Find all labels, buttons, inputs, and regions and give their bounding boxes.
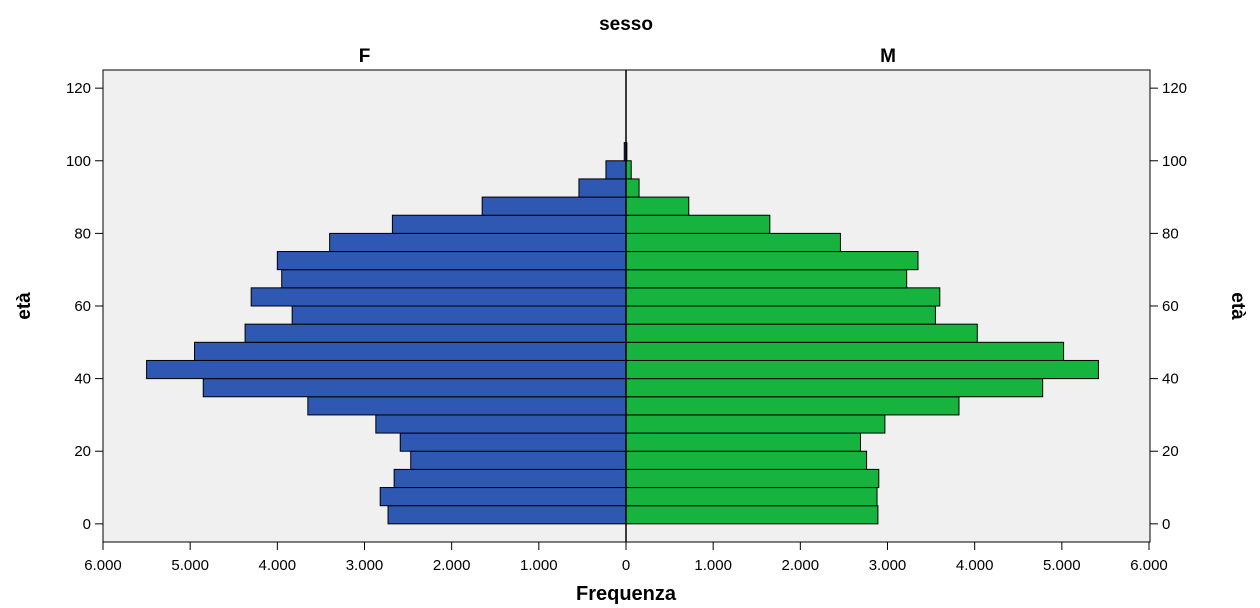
bar-f-75 bbox=[329, 232, 627, 253]
y-tick-label-left: 100 bbox=[66, 153, 91, 170]
bar-m-55 bbox=[625, 305, 936, 325]
bar-f-55 bbox=[291, 305, 627, 325]
bar-m-75 bbox=[625, 232, 841, 253]
y-tick-label-left: 60 bbox=[74, 298, 91, 315]
x-tick-label: 3.000 bbox=[346, 557, 384, 574]
bar-m-0 bbox=[625, 505, 879, 525]
x-tick-label: 5.000 bbox=[1043, 557, 1081, 574]
panel-label-f: F bbox=[359, 46, 371, 67]
bar-f-65 bbox=[281, 269, 627, 289]
bar-f-25 bbox=[375, 414, 627, 434]
bar-m-25 bbox=[625, 414, 886, 434]
bar-f-80 bbox=[391, 214, 627, 234]
bar-f-0 bbox=[387, 505, 627, 525]
y-tick-label-right: 0 bbox=[1162, 516, 1170, 533]
x-tick-label: 4.000 bbox=[956, 557, 994, 574]
bar-m-15 bbox=[625, 450, 868, 470]
bar-m-85 bbox=[625, 196, 690, 216]
y-tick-label-right: 80 bbox=[1162, 225, 1179, 242]
panel-label-m: M bbox=[880, 46, 896, 67]
bar-m-5 bbox=[625, 487, 878, 507]
bar-m-95 bbox=[625, 160, 632, 180]
y-tick-label-left: 80 bbox=[74, 225, 91, 242]
bar-f-70 bbox=[276, 251, 627, 271]
bar-m-90 bbox=[625, 178, 640, 198]
bar-f-35 bbox=[202, 378, 627, 398]
x-tick-label: 2.000 bbox=[782, 557, 820, 574]
bar-f-10 bbox=[393, 468, 627, 489]
bar-f-15 bbox=[410, 450, 627, 470]
bar-f-85 bbox=[481, 196, 627, 216]
bar-m-50 bbox=[625, 323, 978, 343]
bar-f-40 bbox=[146, 359, 627, 380]
y-tick-label-right: 60 bbox=[1162, 298, 1179, 315]
y-tick-label-right: 40 bbox=[1162, 371, 1179, 388]
x-tick-label: 1.000 bbox=[520, 557, 558, 574]
bars-group bbox=[146, 142, 1099, 525]
x-tick-label: 6.000 bbox=[84, 557, 122, 574]
bar-m-40 bbox=[625, 359, 1099, 380]
x-axis-title: Frequenza bbox=[576, 583, 677, 605]
bar-f-50 bbox=[244, 323, 627, 343]
bar-m-60 bbox=[625, 287, 941, 307]
x-tick-label: 3.000 bbox=[869, 557, 907, 574]
panel-variable-title: sesso bbox=[599, 14, 653, 35]
y-axis-title-left: età bbox=[14, 292, 35, 320]
y-tick-label-left: 120 bbox=[66, 80, 91, 97]
y-tick-label-left: 0 bbox=[83, 516, 91, 533]
bar-m-70 bbox=[625, 251, 919, 271]
bar-f-30 bbox=[307, 396, 627, 416]
x-tick-label: 4.000 bbox=[259, 557, 297, 574]
bar-m-80 bbox=[625, 214, 771, 234]
y-tick-label-left: 20 bbox=[74, 443, 91, 460]
bar-m-30 bbox=[625, 396, 960, 416]
x-tick-label: 5.000 bbox=[171, 557, 209, 574]
bar-f-5 bbox=[379, 487, 627, 507]
bar-m-20 bbox=[625, 432, 861, 452]
y-tick-label-right: 120 bbox=[1162, 80, 1187, 97]
bar-m-45 bbox=[625, 341, 1065, 361]
bar-f-20 bbox=[399, 432, 627, 452]
x-tick-label: 6.000 bbox=[1130, 557, 1168, 574]
x-tick-label: 1.000 bbox=[694, 557, 732, 574]
y-tick-label-right: 100 bbox=[1162, 153, 1187, 170]
y-tick-label-right: 20 bbox=[1162, 443, 1179, 460]
y-tick-label-left: 40 bbox=[74, 371, 91, 388]
bar-m-35 bbox=[625, 378, 1044, 398]
x-tick-label: 2.000 bbox=[433, 557, 471, 574]
x-tick-label: 0 bbox=[622, 557, 630, 574]
y-axis-title-right: età bbox=[1227, 292, 1248, 320]
bar-f-90 bbox=[578, 178, 627, 198]
axes-group: 0 0 20 20 40 40 60 60 80 80 100 100 120 120 0 1.000 1.00… bbox=[66, 80, 1187, 574]
bar-f-45 bbox=[194, 341, 627, 361]
bar-m-65 bbox=[625, 269, 908, 289]
bar-m-10 bbox=[625, 468, 880, 489]
bar-f-95 bbox=[605, 160, 627, 180]
bar-f-60 bbox=[250, 287, 627, 307]
